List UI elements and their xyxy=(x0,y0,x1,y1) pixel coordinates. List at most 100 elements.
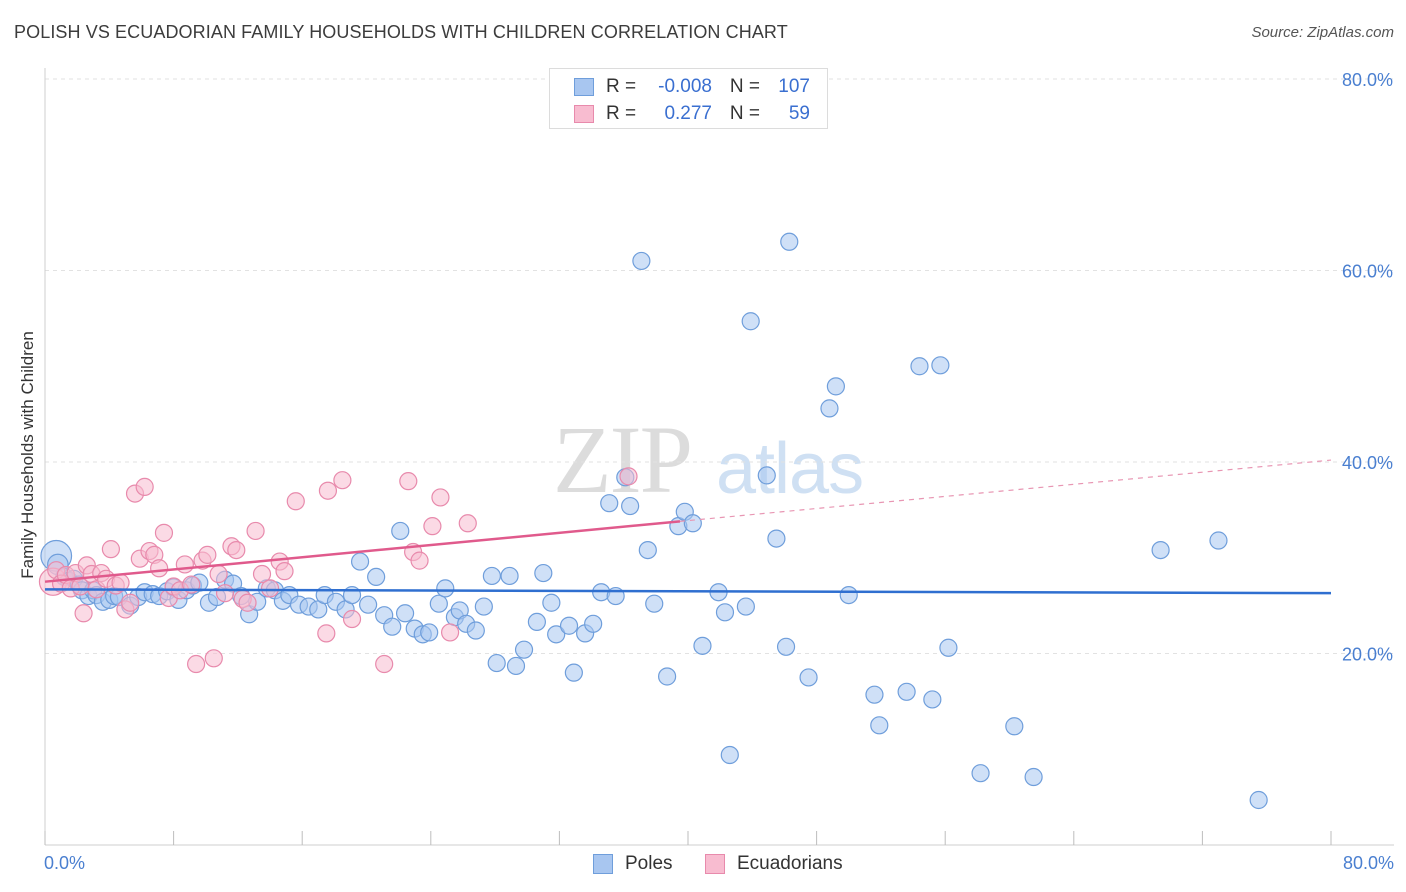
correlation-legend: R = -0.008 N = 107 R = 0.277 N = 59 xyxy=(549,68,828,129)
legend-swatch-poles xyxy=(574,78,594,96)
chart-title: POLISH VS ECUADORIAN FAMILY HOUSEHOLDS W… xyxy=(14,22,788,42)
data-point-ecuadorians xyxy=(317,624,336,643)
tick-labels: 20.0% 40.0% 60.0% 80.0% 0.0% 80.0% xyxy=(44,70,1394,873)
data-point-poles xyxy=(506,656,526,676)
data-point-ecuadorians xyxy=(286,492,305,511)
data-point-ecuadorians xyxy=(150,559,169,578)
data-point-poles xyxy=(1249,790,1268,810)
bottom-legend-poles: Poles xyxy=(593,852,673,876)
data-point-poles xyxy=(645,594,664,613)
data-point-poles xyxy=(931,356,950,375)
bottom-legend-swatch-ecuadorians xyxy=(705,854,725,874)
bottom-legend-label-ecuadorians: Ecuadorians xyxy=(737,853,843,874)
data-point-poles xyxy=(564,663,583,682)
data-point-ecuadorians xyxy=(410,551,429,570)
data-point-ecuadorians xyxy=(342,609,362,629)
bottom-legend-label-poles: Poles xyxy=(625,853,673,874)
data-point-poles xyxy=(715,603,735,622)
data-point-poles xyxy=(1005,717,1024,736)
data-point-poles xyxy=(482,566,501,586)
data-point-poles xyxy=(391,521,410,541)
data-point-poles xyxy=(971,764,990,783)
data-point-ecuadorians xyxy=(619,467,638,486)
data-point-poles xyxy=(826,377,845,396)
data-point-poles xyxy=(910,357,929,376)
data-point-poles xyxy=(359,595,378,614)
bottom-legend-ecuadorians: Ecuadorians xyxy=(705,852,843,876)
legend-r-value: 0.277 xyxy=(664,103,712,124)
data-point-ecuadorians xyxy=(74,604,93,623)
data-point-ecuadorians xyxy=(198,545,217,564)
data-point-poles xyxy=(638,540,657,560)
y-tick-label: 40.0% xyxy=(1342,453,1393,473)
data-point-poles xyxy=(527,612,546,632)
data-point-poles xyxy=(720,745,739,765)
legend-row-ecuadorians: R = 0.277 N = 59 xyxy=(574,102,810,126)
data-point-poles xyxy=(799,668,818,687)
data-point-ecuadorians xyxy=(431,488,450,507)
data-point-poles xyxy=(420,623,439,642)
legend-n-value: 59 xyxy=(788,103,810,124)
data-point-ecuadorians xyxy=(101,540,121,559)
data-point-poles xyxy=(693,636,712,655)
data-point-poles xyxy=(839,585,858,605)
data-point-poles xyxy=(350,552,370,571)
data-point-poles xyxy=(514,640,534,659)
legend-r-label: R = xyxy=(606,76,637,97)
legend-n-label: N = xyxy=(729,103,760,124)
data-point-poles xyxy=(1151,540,1170,560)
x-tick-label: 80.0% xyxy=(1343,853,1394,873)
data-point-poles xyxy=(534,563,553,583)
data-point-poles xyxy=(658,667,677,686)
data-point-ecuadorians xyxy=(227,540,246,560)
data-point-ecuadorians xyxy=(318,481,338,500)
data-point-poles xyxy=(767,529,786,548)
data-point-poles xyxy=(820,399,839,418)
data-point-poles xyxy=(870,716,889,735)
data-point-poles xyxy=(1024,767,1043,787)
data-point-poles xyxy=(429,594,448,613)
legend-row-poles: R = -0.008 N = 107 xyxy=(574,75,810,99)
data-point-ecuadorians xyxy=(399,472,418,491)
data-point-ecuadorians xyxy=(238,593,257,612)
data-point-poles xyxy=(683,514,702,533)
x-tick-label: 0.0% xyxy=(44,853,85,873)
data-point-poles xyxy=(466,621,485,640)
y-tick-label: 60.0% xyxy=(1342,262,1393,282)
data-point-poles xyxy=(897,682,916,701)
data-point-poles xyxy=(776,637,796,656)
data-point-poles xyxy=(621,496,640,516)
legend-r-value: -0.008 xyxy=(658,76,712,97)
data-point-poles xyxy=(600,494,619,513)
data-point-ecuadorians xyxy=(175,555,194,574)
data-point-ecuadorians xyxy=(375,654,394,674)
bottom-legend-swatch-poles xyxy=(593,854,613,874)
data-point-poles xyxy=(736,597,755,616)
axes xyxy=(44,68,1394,846)
data-point-ecuadorians xyxy=(260,579,280,598)
data-point-poles xyxy=(547,625,566,644)
data-point-ecuadorians xyxy=(204,649,223,668)
data-point-ecuadorians xyxy=(440,623,460,642)
data-point-poles xyxy=(367,567,386,587)
data-point-ecuadorians xyxy=(135,477,154,496)
trend-line-poles xyxy=(44,588,1332,595)
data-point-ecuadorians xyxy=(215,584,235,603)
data-point-ecuadorians xyxy=(333,471,352,490)
data-point-poles xyxy=(542,593,561,612)
legend-n-value: 107 xyxy=(778,76,810,97)
watermark-atlas: atlas xyxy=(716,429,864,509)
data-point-ecuadorians xyxy=(121,593,140,612)
data-point-ecuadorians xyxy=(209,564,228,584)
y-tick-label: 80.0% xyxy=(1342,70,1393,90)
data-point-poles xyxy=(757,466,776,485)
legend-r-label: R = xyxy=(606,103,637,124)
data-point-ecuadorians xyxy=(275,562,294,581)
data-point-ecuadorians xyxy=(423,517,442,536)
data-point-poles xyxy=(1209,531,1228,550)
y-tick-label: 20.0% xyxy=(1342,645,1393,665)
grid-lines xyxy=(45,78,1394,654)
trend-line-dashed-ecuadorians xyxy=(679,459,1332,522)
source-label: Source: ZipAtlas.com xyxy=(1251,24,1394,41)
